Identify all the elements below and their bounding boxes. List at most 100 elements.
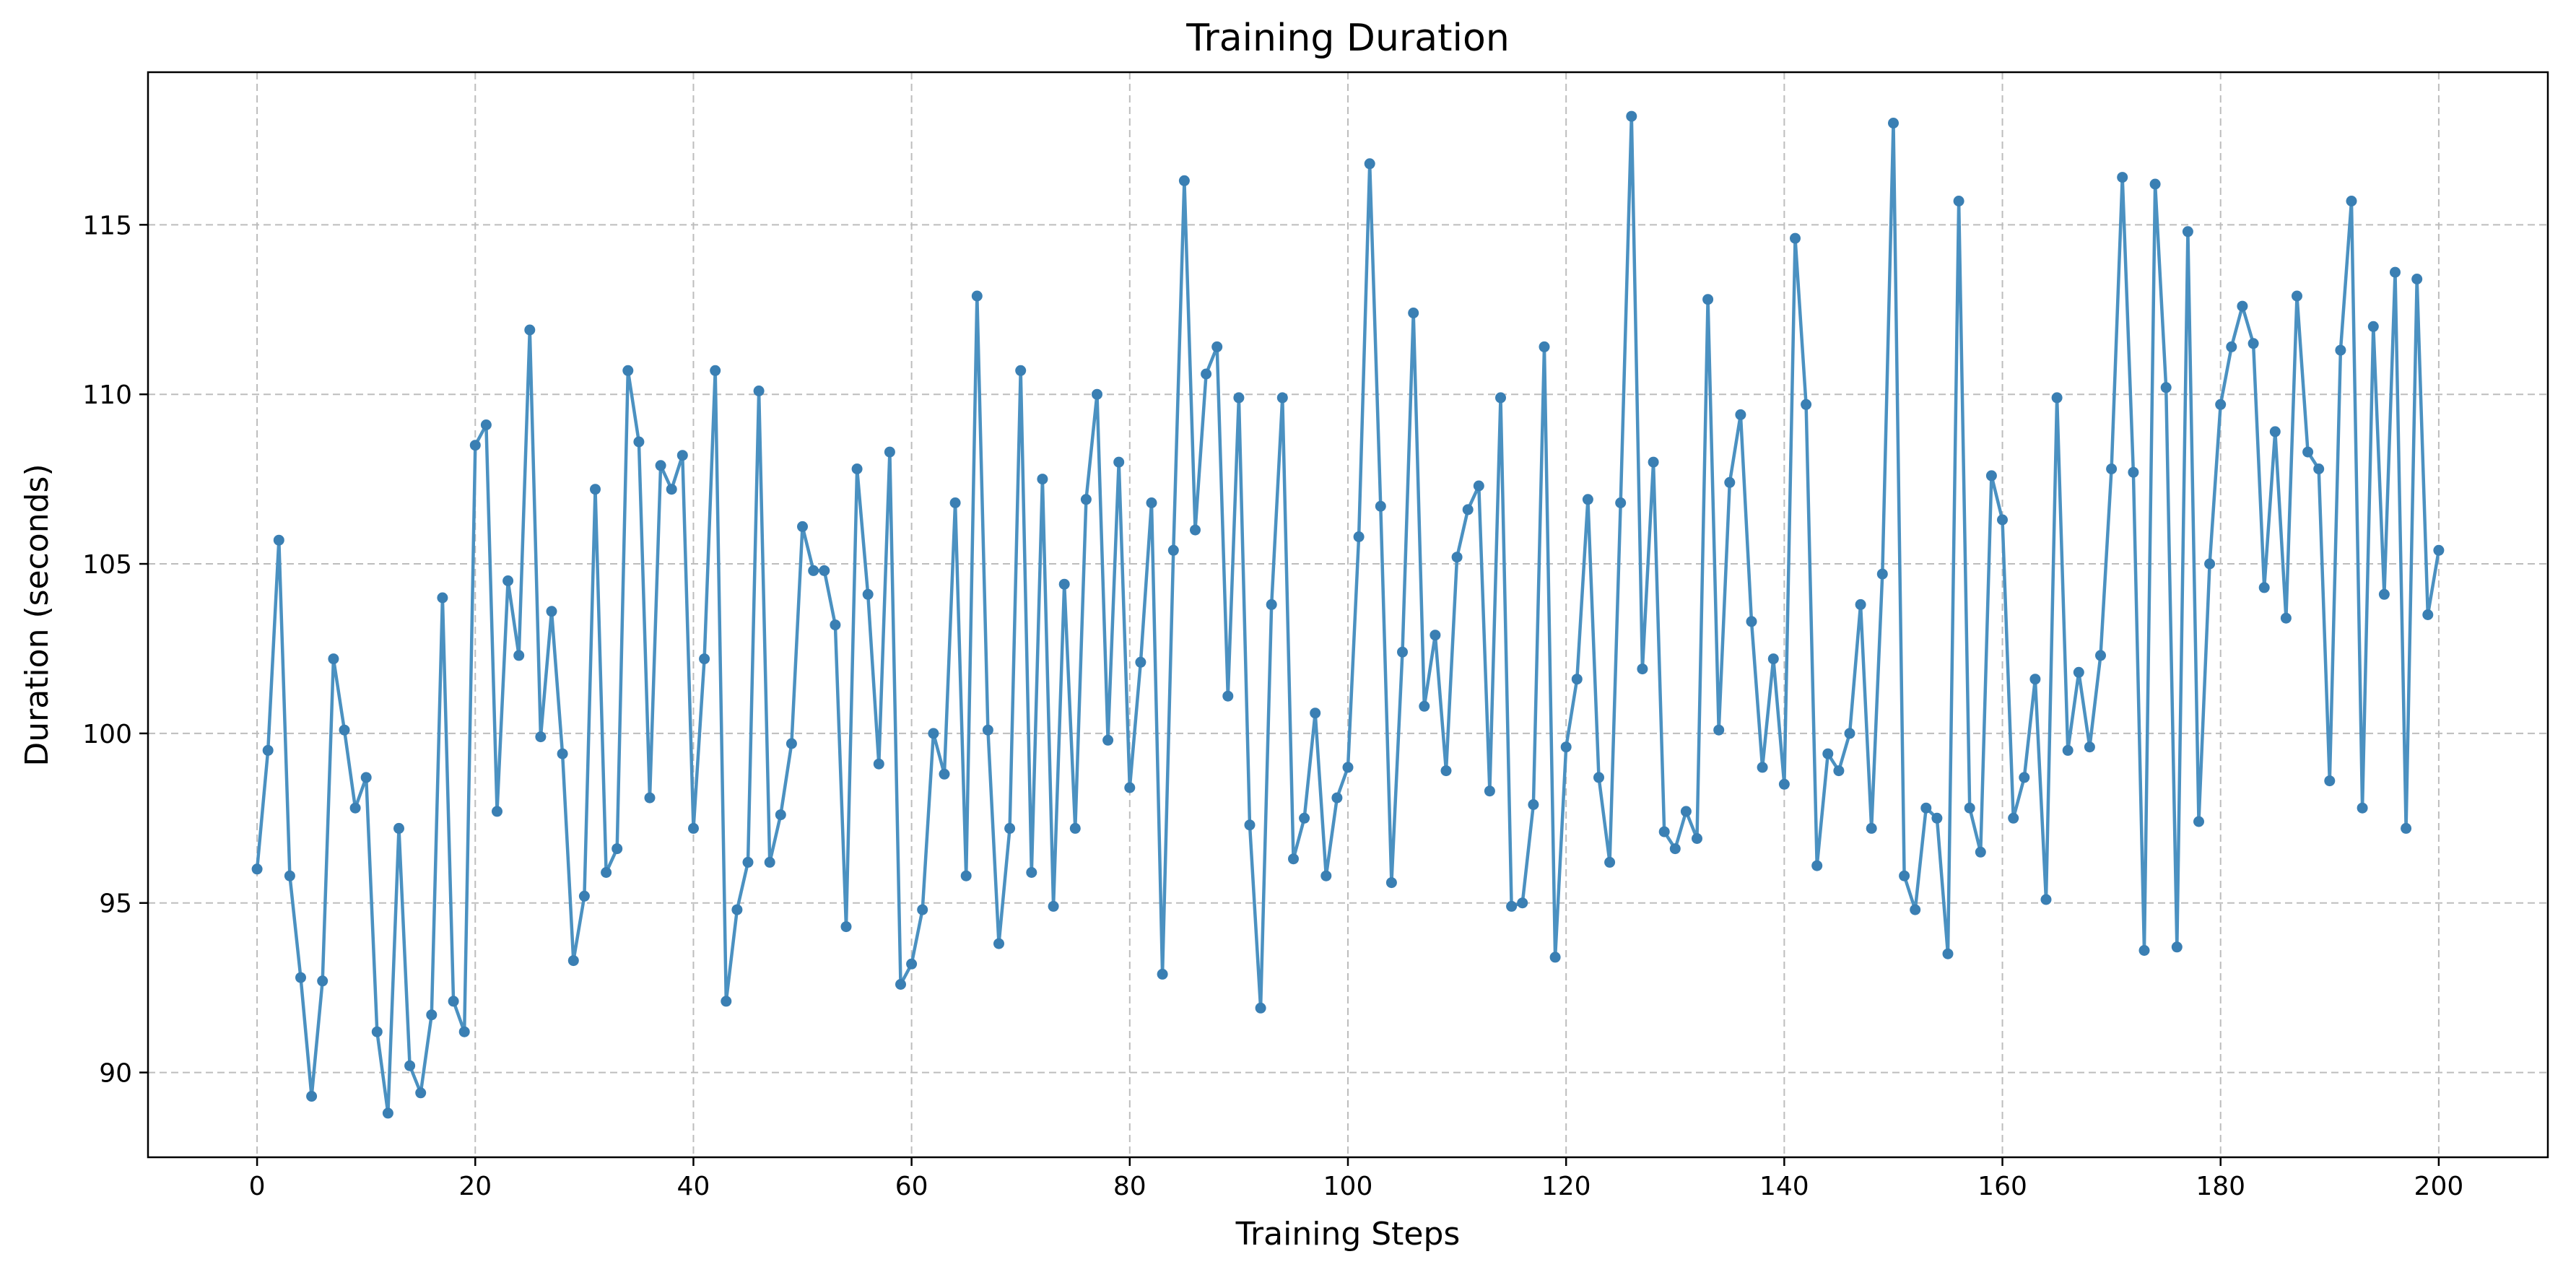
data-point [666,484,677,495]
data-point [2149,178,2161,190]
data-point [1648,456,1659,468]
data-point [360,772,372,783]
data-point [1320,870,1332,881]
data-point [1157,968,1168,980]
data-point [699,653,710,665]
data-point [1211,341,1223,352]
data-point [1430,630,1441,641]
data-point [1637,663,1648,675]
data-point [797,521,808,532]
data-point [1931,812,1943,824]
data-point [1997,514,2008,526]
data-point [775,809,786,821]
data-point [1844,728,1855,739]
data-point [982,724,993,736]
data-point [1092,388,1102,400]
data-point [1549,952,1561,963]
data-point [1713,724,1725,736]
data-point [884,446,895,458]
data-point [448,996,459,1007]
data-point [578,890,590,902]
x-tick-label: 140 [1759,1172,1809,1201]
data-point [2302,446,2314,458]
data-point [1190,524,1201,536]
data-point [339,724,350,736]
data-point [437,592,448,604]
data-point [2401,822,2412,834]
data-point [2128,466,2139,478]
data-point [1037,474,1048,485]
data-point [1539,341,1550,352]
x-tick-label: 180 [2196,1172,2245,1201]
data-point [1626,110,1637,122]
data-point [2258,582,2270,593]
data-point [862,588,874,600]
data-point [415,1087,427,1099]
data-point [1015,365,1027,376]
data-point [567,955,579,967]
data-point [753,386,765,396]
data-point [2280,612,2292,624]
data-point [2171,941,2183,953]
data-point [819,565,830,576]
data-point [1680,806,1692,817]
data-point [612,843,623,855]
data-point [830,619,841,631]
data-point [2357,802,2368,814]
data-point [1288,853,1299,865]
data-point [1058,578,1070,590]
data-point [1811,860,1823,871]
data-point [1757,762,1768,773]
data-point [1026,867,1037,878]
data-point [2095,650,2106,661]
data-point [1942,948,1954,959]
data-point [2411,274,2423,284]
data-point [960,870,972,881]
data-point [840,921,852,933]
data-point [1767,653,1779,665]
data-point [1495,392,1506,404]
data-point [786,738,797,749]
data-point [524,324,536,336]
data-point [328,653,339,665]
data-point [655,460,666,471]
x-tick-label: 120 [1541,1172,1591,1201]
y-tick-label: 95 [99,889,132,919]
data-point [273,534,284,546]
data-point [1953,196,1964,206]
x-tick-label: 40 [677,1172,710,1201]
y-axis-label: Duration (seconds) [19,463,56,766]
data-point [458,1026,470,1037]
data-point [2313,463,2325,474]
data-point [1397,646,1408,658]
data-point [262,744,274,756]
data-point [2117,172,2128,183]
y-tick-label: 90 [99,1059,132,1089]
data-point [2346,196,2357,206]
data-point [1692,833,1702,844]
data-point [2292,290,2302,302]
data-point [1255,1002,1266,1014]
data-point [590,484,601,495]
y-tick-label: 100 [82,720,132,749]
data-point [1178,175,1190,186]
data-point [1822,748,1834,759]
data-point [2335,344,2346,356]
data-point [2269,426,2281,437]
data-point [2193,816,2204,827]
data-point [1506,900,1518,912]
data-point [1048,900,1059,912]
data-point [1146,497,1157,508]
x-tick-label: 0 [249,1172,266,1201]
data-point [873,758,884,770]
data-point [721,996,732,1007]
data-point [993,938,1004,949]
data-point [2248,338,2259,349]
data-point [1375,500,1386,512]
data-point [1582,494,1593,505]
data-point [1364,158,1375,170]
data-point [1342,762,1354,773]
data-point [1473,480,1484,492]
data-point [764,856,775,868]
